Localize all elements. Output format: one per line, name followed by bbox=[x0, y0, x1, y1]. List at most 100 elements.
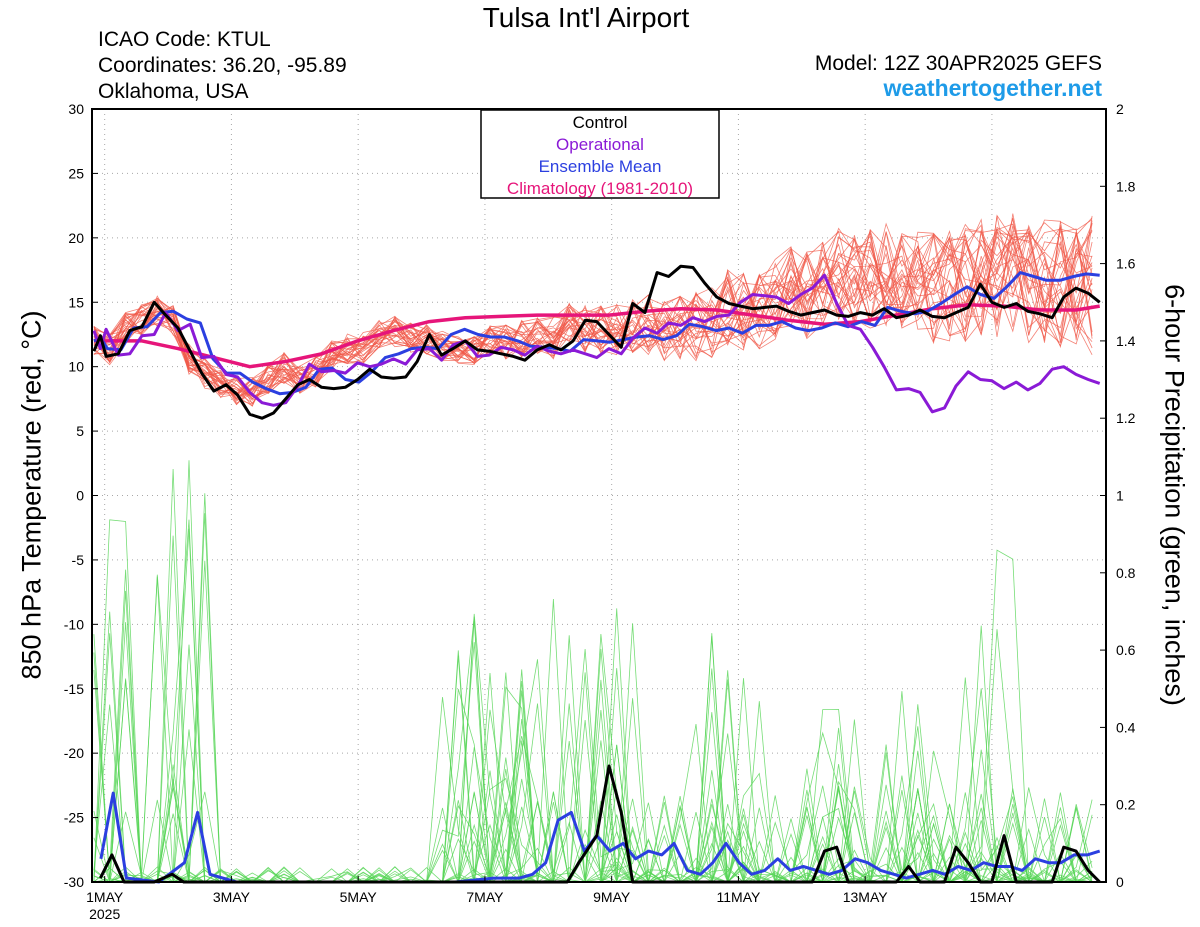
y-tick-label: 0 bbox=[76, 488, 84, 504]
temperature-member-line bbox=[93, 229, 1093, 395]
y-tick-label: 10 bbox=[68, 359, 84, 375]
y-tick-label: 25 bbox=[68, 165, 84, 181]
precipitation-member-line bbox=[93, 460, 1093, 884]
y-axis-label-right: 6-hour Precipitation (green, inches) bbox=[1159, 284, 1190, 706]
operational-line bbox=[92, 273, 1101, 414]
y-tick-label: -25 bbox=[64, 810, 84, 826]
precipitation-member-line bbox=[93, 740, 1093, 883]
precipitation-member-line bbox=[93, 668, 1093, 884]
precipitation-member-line bbox=[93, 652, 1093, 884]
temperature-member-line bbox=[93, 223, 1093, 397]
temperature-member-line bbox=[93, 220, 1093, 399]
temperature-member-line bbox=[93, 215, 1093, 407]
x-tick-label: 3MAY bbox=[213, 889, 251, 905]
temperature-member-line bbox=[93, 223, 1093, 398]
temperature-member-line bbox=[93, 234, 1093, 405]
precipitation-member-line bbox=[93, 636, 1093, 883]
x-tick-label: 5MAY bbox=[340, 889, 378, 905]
chart-title: Tulsa Int'l Airport bbox=[482, 2, 690, 33]
model-run: Model: 12Z 30APR2025 GEFS bbox=[814, 52, 1102, 75]
precipitation-member-line bbox=[93, 535, 1093, 884]
precipitation-member-line bbox=[93, 493, 1093, 884]
temperature-member-line bbox=[93, 226, 1093, 401]
precipitation-member-line bbox=[93, 598, 1093, 883]
temperature-member-line bbox=[93, 224, 1093, 401]
site-name[interactable]: weathertogether.net bbox=[883, 75, 1102, 101]
precipitation-member-line bbox=[93, 574, 1093, 883]
temperature-member-line bbox=[93, 231, 1093, 398]
temperature-member-line bbox=[93, 232, 1093, 404]
y2-tick-label: 1.2 bbox=[1116, 410, 1136, 426]
x-tick-label: 9MAY bbox=[593, 889, 631, 905]
y-tick-label: 30 bbox=[68, 101, 84, 117]
precipitation-member-line bbox=[93, 519, 1093, 883]
precipitation-member-line bbox=[93, 634, 1093, 884]
temperature-member-line bbox=[93, 227, 1093, 395]
precipitation-mean-line bbox=[99, 791, 1101, 884]
precipitation-member-line bbox=[93, 764, 1093, 883]
y-tick-label: -30 bbox=[64, 874, 84, 890]
temperature-member-line bbox=[93, 222, 1093, 405]
precipitation-member-line bbox=[93, 672, 1093, 883]
y2-tick-label: 0.6 bbox=[1116, 642, 1136, 658]
precipitation-member-line bbox=[93, 669, 1093, 883]
y2-tick-label: 0 bbox=[1116, 874, 1124, 890]
precipitation-member-line bbox=[93, 613, 1093, 883]
x-tick-label: 11MAY bbox=[717, 889, 761, 905]
y-tick-label: -5 bbox=[72, 552, 85, 568]
y2-tick-label: 2 bbox=[1116, 101, 1124, 117]
y2-tick-label: 1 bbox=[1116, 488, 1124, 504]
y-tick-label: -20 bbox=[64, 745, 84, 761]
plot-frame bbox=[91, 108, 1107, 883]
location: Oklahoma, USA bbox=[98, 80, 249, 103]
precipitation-member-line bbox=[93, 560, 1093, 884]
y2-tick-label: 0.8 bbox=[1116, 565, 1136, 581]
y2-tick-label: 1.8 bbox=[1116, 178, 1136, 194]
x-tick-label: 7MAY bbox=[466, 889, 504, 905]
y2-tick-label: 1.4 bbox=[1116, 333, 1136, 349]
temperature-member-line bbox=[93, 228, 1093, 399]
y2-tick-label: 0.4 bbox=[1116, 719, 1136, 735]
x-tick-label: 15MAY bbox=[969, 889, 1015, 905]
y-tick-label: 5 bbox=[76, 423, 84, 439]
temperature-member-line bbox=[93, 217, 1093, 407]
temperature-control-line bbox=[92, 264, 1101, 420]
precipitation-member-line bbox=[93, 625, 1093, 883]
legend-entry: Control bbox=[573, 113, 628, 132]
temperature-member-line bbox=[93, 229, 1093, 400]
temperature-member-line bbox=[93, 214, 1093, 393]
precipitation-member-line bbox=[93, 468, 1093, 884]
precipitation-member-line bbox=[93, 679, 1093, 884]
temperature-member-line bbox=[93, 222, 1093, 399]
temperature-member-line bbox=[93, 237, 1093, 397]
temperature-member-line bbox=[93, 219, 1093, 395]
precipitation-member-line bbox=[93, 608, 1093, 883]
precipitation-control-line bbox=[99, 764, 1101, 884]
temperature-member-line bbox=[93, 228, 1093, 404]
precipitation-member-line bbox=[93, 750, 1093, 883]
temperature-member-line bbox=[93, 228, 1093, 397]
y-tick-label: -10 bbox=[64, 616, 84, 632]
icao-code: ICAO Code: KTUL bbox=[98, 28, 271, 51]
precipitation-member-line bbox=[93, 611, 1093, 883]
y2-tick-label: 1.6 bbox=[1116, 256, 1136, 272]
precipitation-member-line bbox=[93, 731, 1093, 884]
y-tick-label: 20 bbox=[68, 230, 84, 246]
coordinates: Coordinates: 36.20, -95.89 bbox=[98, 54, 347, 77]
temperature-member-line bbox=[93, 213, 1093, 394]
precipitation-member-line bbox=[93, 576, 1093, 883]
temperature-mean-line bbox=[93, 271, 1100, 396]
legend-entry: Ensemble Mean bbox=[539, 157, 662, 176]
precipitation-member-line bbox=[93, 672, 1093, 883]
precipitation-member-line bbox=[93, 590, 1093, 884]
temperature-member-line bbox=[93, 217, 1093, 399]
legend-entry: Operational bbox=[556, 135, 644, 154]
temperature-member-line bbox=[93, 233, 1093, 402]
precipitation-member-line bbox=[93, 679, 1093, 883]
x-tick-label: 1MAY bbox=[86, 889, 124, 905]
temperature-member-line bbox=[93, 226, 1093, 406]
temperature-member-line bbox=[93, 231, 1093, 397]
y2-tick-label: 0.2 bbox=[1116, 797, 1136, 813]
temperature-member-line bbox=[93, 215, 1093, 392]
